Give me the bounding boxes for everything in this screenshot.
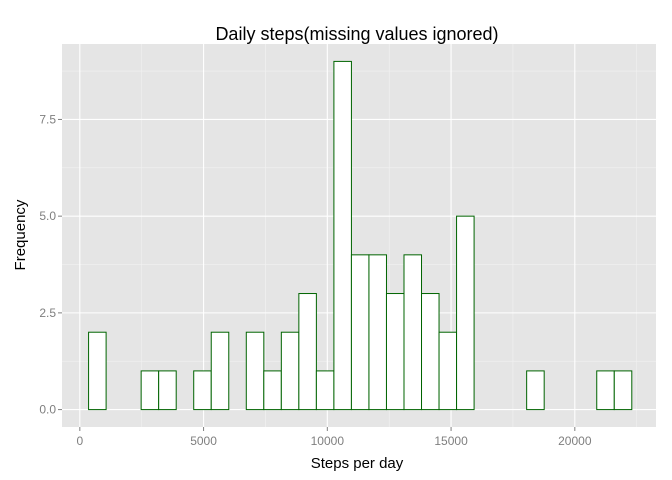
histogram-bar xyxy=(438,331,458,411)
x-tick-label: 15000 xyxy=(434,434,468,448)
histogram-bars xyxy=(88,60,633,411)
x-tick-label: 10000 xyxy=(311,434,345,448)
histogram-bar xyxy=(613,370,633,411)
histogram-bar xyxy=(456,215,475,411)
x-tick-label: 0 xyxy=(76,434,83,448)
histogram-bar xyxy=(193,370,212,411)
histogram-bar xyxy=(315,370,335,411)
histogram-bar xyxy=(88,331,107,411)
x-axis-title: Steps per day xyxy=(311,455,404,472)
y-tick-label: 2.5 xyxy=(39,306,56,320)
x-tick-label: 20000 xyxy=(558,434,592,448)
histogram-bar xyxy=(403,254,423,411)
x-axis: 0 5000 10000 15000 20000 xyxy=(76,427,592,448)
y-tick-label: 5.0 xyxy=(39,209,56,223)
chart-title: Daily steps(missing values ignored) xyxy=(215,24,498,44)
histogram-bar xyxy=(526,370,545,411)
histogram-bar xyxy=(245,331,265,411)
histogram-bar xyxy=(280,331,300,411)
histogram-bar xyxy=(350,254,370,411)
histogram-bar xyxy=(140,370,160,411)
histogram-bar xyxy=(368,254,387,411)
x-tick-label: 5000 xyxy=(190,434,217,448)
histogram-bar xyxy=(158,370,177,411)
histogram-bar xyxy=(263,370,282,411)
histogram-bar xyxy=(210,331,230,411)
histogram-bar xyxy=(596,370,615,411)
histogram-bar xyxy=(421,293,440,411)
y-axis: 0.0 2.5 5.0 7.5 xyxy=(39,112,62,417)
y-tick-label: 0.0 xyxy=(39,403,56,417)
y-tick-label: 7.5 xyxy=(39,112,56,126)
histogram-bar xyxy=(333,60,352,411)
histogram-bar xyxy=(298,293,317,411)
y-axis-title: Frequency xyxy=(12,199,29,270)
histogram-bar xyxy=(385,293,405,411)
